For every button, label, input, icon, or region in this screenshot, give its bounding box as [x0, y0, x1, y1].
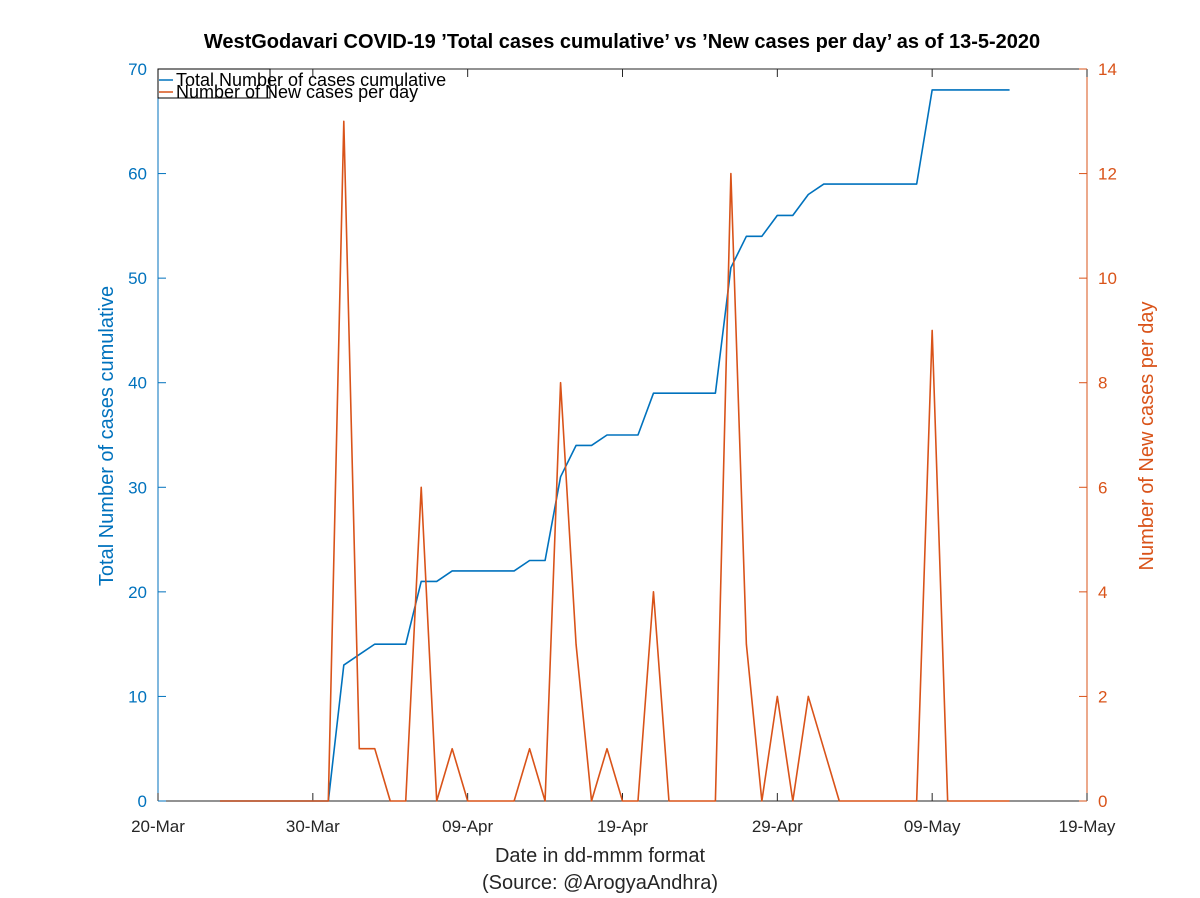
x-tick-label: 20-Mar [131, 817, 185, 836]
right-tick-label: 0 [1098, 792, 1107, 811]
legend-box [157, 68, 271, 99]
x-tick-label: 09-Apr [442, 817, 493, 836]
right-tick-label: 14 [1098, 60, 1117, 79]
x-tick-label: 19-Apr [597, 817, 648, 836]
left-tick-label: 20 [128, 583, 147, 602]
legend: Total Number of cases cumulative Number … [157, 68, 446, 102]
chart-title: WestGodavari COVID-19 ’Total cases cumul… [204, 31, 1040, 53]
left-tick-label: 60 [128, 165, 147, 184]
left-tick-label: 40 [128, 374, 147, 393]
x-tick-label: 29-Apr [752, 817, 803, 836]
right-axis-label: Number of New cases per day [1136, 301, 1158, 570]
right-tick-label: 6 [1098, 478, 1107, 497]
legend-entry-new: Number of New cases per day [176, 82, 418, 102]
right-tick-label: 4 [1098, 583, 1107, 602]
left-tick-label: 0 [138, 792, 147, 811]
legend-entry-total: Total Number of cases cumulative [176, 70, 446, 90]
x-tick-label: 19-May [1059, 817, 1116, 836]
x-tick-label: 30-Mar [286, 817, 340, 836]
right-tick-label: 2 [1098, 687, 1107, 706]
right-axis-ticks: 0 2 4 6 8 10 12 14 [1079, 60, 1117, 811]
left-axis-label: Total Number of cases cumulative [96, 286, 118, 586]
x-axis-label: Date in dd-mmm format [495, 845, 705, 867]
source-note: (Source: @ArogyaAndhra) [482, 872, 718, 894]
left-tick-label: 10 [128, 687, 147, 706]
series-line-new-cases [219, 120, 1010, 802]
x-axis-ticks: 20-Mar 30-Mar 09-Apr 19-Apr 29-Apr 09-May 19-M… [131, 69, 1116, 836]
left-tick-label: 50 [128, 269, 147, 288]
left-tick-label: 70 [128, 60, 147, 79]
left-axis-ticks: 0 10 20 30 40 50 60 70 [128, 60, 166, 811]
left-tick-label: 30 [128, 478, 147, 497]
right-tick-label: 8 [1098, 374, 1107, 393]
series-line-total-cases [219, 89, 1010, 802]
series-layer [219, 89, 1010, 802]
right-tick-label: 12 [1098, 165, 1117, 184]
x-tick-label: 09-May [904, 817, 961, 836]
right-tick-label: 10 [1098, 269, 1117, 288]
